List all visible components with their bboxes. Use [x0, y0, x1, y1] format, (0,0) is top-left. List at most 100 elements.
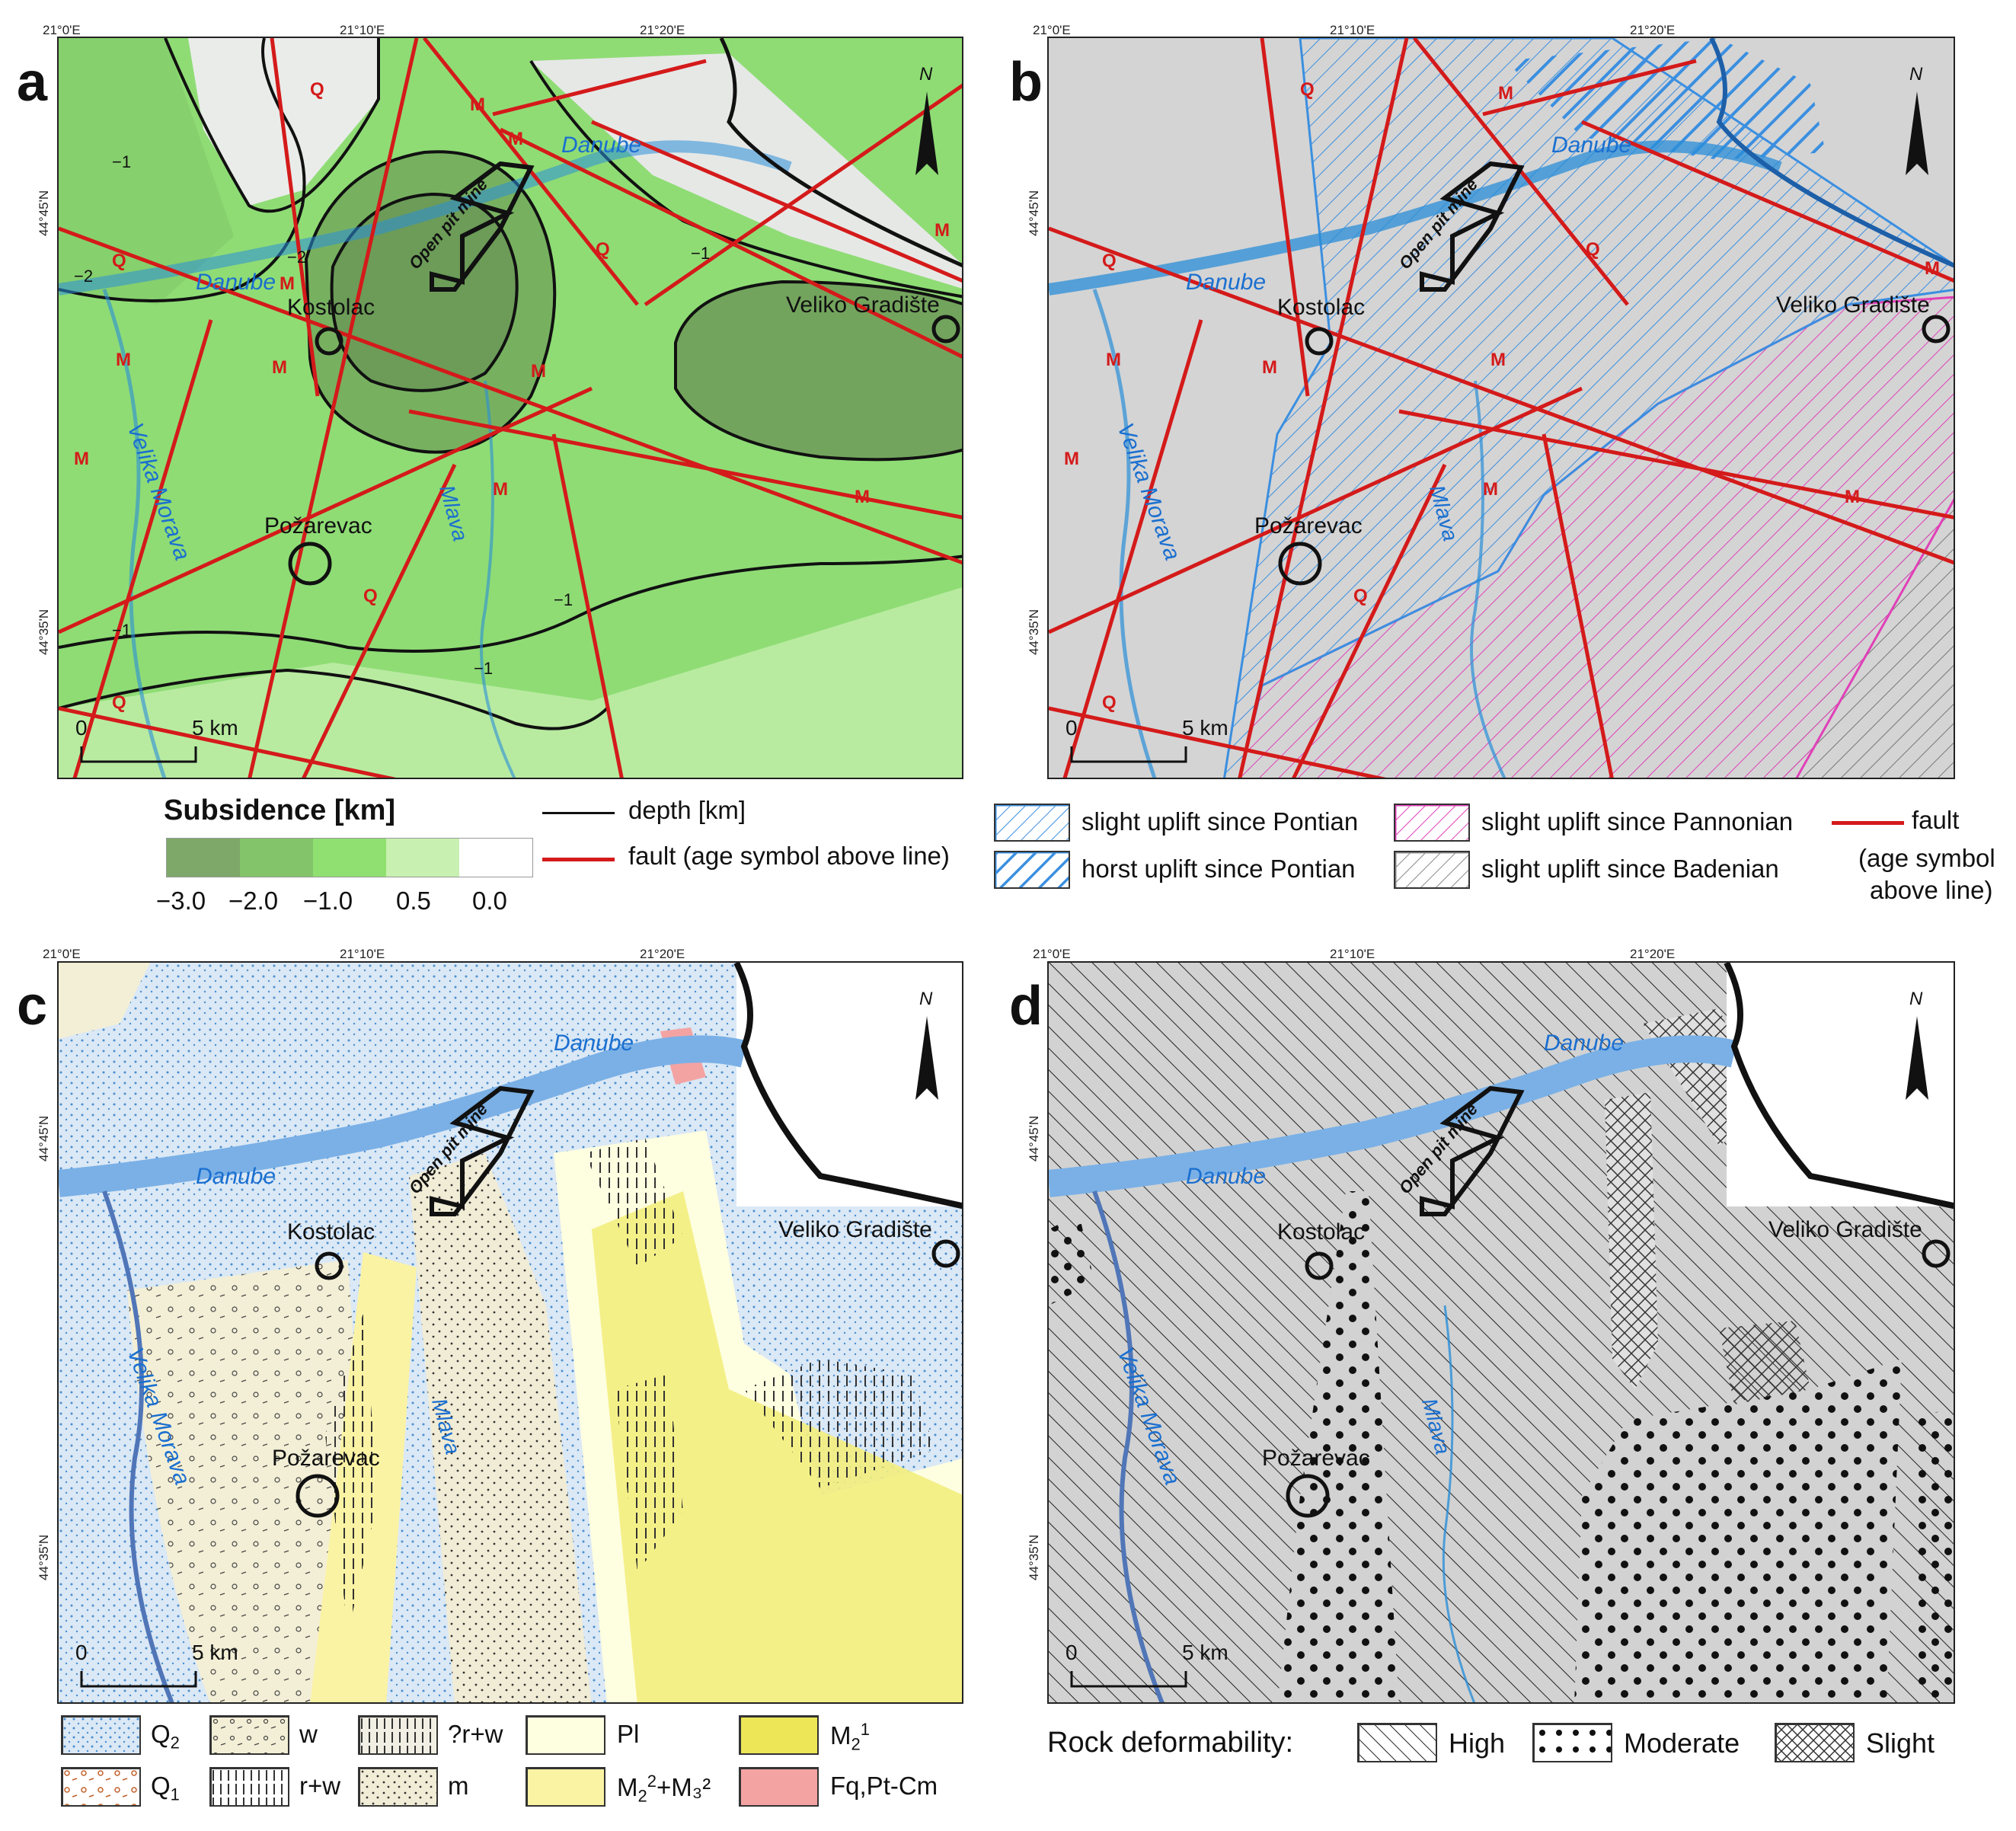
swatch-badenian [1394, 851, 1470, 889]
danube-label: Danube [196, 1164, 276, 1189]
lon-label: 21°10'E [340, 23, 385, 37]
fault-age-q: Q [1102, 251, 1117, 271]
color-swatch [167, 839, 240, 877]
fault-age-m: M [280, 273, 295, 294]
zone-slight [1605, 1092, 1658, 1389]
color-tick: −3.0 [156, 887, 206, 915]
danube-river [1049, 140, 1782, 296]
danube-river [59, 1035, 748, 1197]
color-tick: 0.5 [396, 887, 431, 915]
zone-moderate-west [1277, 1191, 1399, 1702]
fault-age-q: Q [112, 692, 126, 713]
danube-label: Danube [1551, 133, 1631, 158]
color-swatch [313, 839, 386, 877]
kostolac-label: Kostolac [287, 1219, 375, 1245]
legend-q1: Q1 [151, 1772, 180, 1804]
north-label: N [919, 64, 933, 85]
zone-moderate-east [1917, 1405, 1954, 1702]
fault-legend-line [1832, 821, 1904, 825]
deformability-legend-title: Rock deformability: [1047, 1727, 1294, 1759]
pozarevac-label: Požarevac [272, 1446, 380, 1471]
fault-age-m: M [272, 357, 287, 378]
map-panel-d: Danube Danube Velika Morava Mlava Kostol… [1047, 961, 1955, 1704]
legend-fault-note: (age symbol [1858, 844, 1995, 872]
contour-label: −2 [287, 248, 306, 267]
kostolac-label: Kostolac [287, 295, 375, 320]
legend-pontian-horst: horst uplift since Pontian [1081, 855, 1356, 883]
scale-five-label: 5 km [192, 1641, 238, 1664]
lon-label: 21°20'E [640, 947, 685, 961]
fault-age-m: M [493, 479, 508, 500]
fault-age-m: M [1845, 487, 1860, 507]
fault-age-m: M [1483, 479, 1498, 500]
swatch-m [358, 1767, 438, 1807]
fault-age-m: M [531, 361, 546, 382]
kostolac-label: Kostolac [1277, 295, 1365, 320]
velika-morava-river [102, 1190, 174, 1702]
north-label: N [1909, 64, 1923, 85]
fault-age-m: M [1490, 350, 1506, 370]
fault-age-m: M [1064, 449, 1079, 469]
lat-label: 44°45'N [37, 1115, 51, 1162]
unit-rw-south [615, 1374, 683, 1572]
fault-legend-label: fault (age symbol above line) [628, 842, 950, 870]
fault-age-m: M [508, 129, 523, 149]
danube-label: Danube [554, 1031, 634, 1056]
north-arrow-icon [1906, 91, 1928, 175]
swatch-q1 [61, 1767, 141, 1807]
danube-bank [1724, 963, 1954, 1209]
lon-label: 21°20'E [1630, 23, 1676, 37]
velika-morava-river [102, 289, 167, 778]
legend-pl: Pl [617, 1720, 640, 1748]
basin-gradiste [674, 280, 962, 462]
mlava-label: Mlava [435, 483, 472, 544]
north-label: N [919, 989, 933, 1009]
fault-age-q: Q [1353, 586, 1368, 606]
veliko-gradiste-marker [931, 315, 960, 344]
lon-label: 21°20'E [640, 23, 685, 37]
unit-qr-rw [584, 1138, 683, 1267]
lat-label: 44°45'N [37, 190, 51, 236]
lat-label: 44°45'N [1027, 1115, 1041, 1162]
lat-label: 44°35'N [1027, 1534, 1041, 1580]
veliko-gradiste-marker [1922, 315, 1951, 344]
pozarevac-marker [296, 1474, 340, 1518]
swatch-pontian-slight [994, 804, 1070, 842]
swatch-w [209, 1715, 289, 1755]
color-swatch [386, 839, 459, 877]
fault-age-m: M [470, 94, 485, 115]
fault-age-q: Q [596, 239, 610, 260]
contour-label: −1 [554, 590, 573, 609]
panel-label-b: b [1009, 52, 1043, 113]
color-swatch [240, 839, 313, 877]
swatch-m22m32 [526, 1767, 605, 1807]
swatch-pl [526, 1715, 605, 1755]
veliko-gradiste-label: Veliko Gradište [1776, 292, 1930, 318]
scale-five-label: 5 km [1182, 1641, 1228, 1664]
unit-m-pattern [409, 1153, 592, 1702]
zone-moderate [1574, 1359, 1902, 1702]
panel-label-c: c [17, 976, 48, 1037]
veliko-gradiste-label: Veliko Gradište [778, 1217, 932, 1242]
fault-age-m: M [1925, 258, 1940, 279]
danube-label: Danube [561, 133, 641, 158]
veliko-gradiste-label: Veliko Gradište [786, 292, 940, 318]
contour-label: −2 [74, 267, 93, 286]
legend-qrw: ?r+w [448, 1720, 503, 1748]
legend-m22m32: M22+M₃² [617, 1772, 711, 1806]
fault-age-m: M [1262, 357, 1277, 378]
fault-age-m: M [1106, 350, 1121, 370]
pozarevac-marker [288, 542, 332, 586]
pozarevac-label: Požarevac [1262, 1446, 1370, 1471]
velika-morava-river [1092, 1190, 1165, 1702]
legend-high: High [1449, 1727, 1506, 1759]
scale-zero-label: 0 [1066, 716, 1078, 740]
map-panel-b: Danube Danube Velika Morava Mlava Kostol… [1047, 37, 1955, 779]
fault-age-m: M [855, 487, 870, 507]
zone-pontian-horst [1506, 38, 1826, 160]
unit-m2m3-east [592, 1191, 962, 1702]
subsidence-map: Danube Danube Velika Morava Mlava Kostol… [59, 38, 962, 778]
unit-rw [325, 1313, 379, 1633]
kostolac-marker [315, 327, 343, 356]
danube-label: Danube [1544, 1031, 1624, 1056]
